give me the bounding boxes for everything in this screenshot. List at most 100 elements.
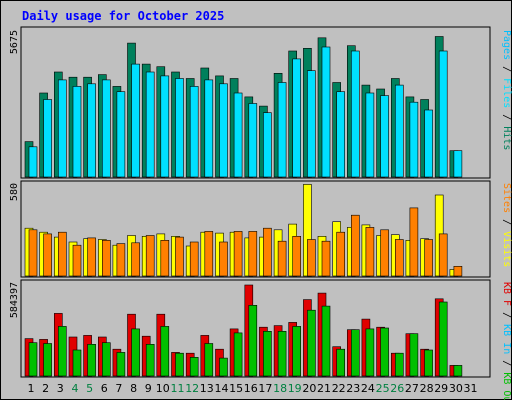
sites-bar <box>72 244 82 277</box>
kb-out-bar <box>350 329 360 377</box>
files-bar <box>116 91 126 178</box>
files-bar <box>409 101 419 178</box>
kb-out-bar <box>394 352 404 377</box>
sites-bar <box>394 239 404 277</box>
day-label: 15 <box>229 382 243 395</box>
files-bar <box>292 58 302 178</box>
sites-bar <box>380 229 389 277</box>
kb-out-bar <box>380 327 389 377</box>
sites-bar <box>145 235 155 277</box>
sites-bar <box>131 242 140 277</box>
legend-kb-out: KB F <box>501 282 512 306</box>
files-bar <box>57 79 67 178</box>
legend-hits: Pages <box>501 30 512 60</box>
day-label: 30 <box>449 382 463 395</box>
day-label: 13 <box>200 382 214 395</box>
bars-layer <box>24 36 463 377</box>
files-bar <box>87 83 96 178</box>
sites-bar <box>233 231 243 277</box>
day-label: 1 <box>28 382 35 395</box>
sites-bar <box>263 227 272 277</box>
kb-out-bar <box>116 352 126 377</box>
kb-out-bar <box>160 326 170 377</box>
day-label: 19 <box>288 382 302 395</box>
day-label: 29 <box>434 382 448 395</box>
hits-legend: Pages / Files / Hits <box>501 30 512 150</box>
sites-bar <box>87 237 96 277</box>
files-bar <box>365 92 375 178</box>
sites-bar <box>350 214 360 277</box>
sites-bar <box>248 231 258 277</box>
kb-out-bar <box>336 348 346 377</box>
sites-bar <box>424 239 433 277</box>
files-bar <box>160 75 170 178</box>
files-bar <box>175 78 184 178</box>
sites-bar <box>204 231 214 277</box>
kb-out-bar <box>145 343 155 377</box>
day-label: 25 <box>376 382 390 395</box>
kb-out-bar <box>424 349 433 377</box>
day-label: 8 <box>130 382 137 395</box>
files-bar <box>145 71 155 178</box>
sites-bar <box>277 240 287 277</box>
legend-pages: Hits <box>501 126 512 150</box>
day-label: 3 <box>57 382 64 395</box>
day-label: 16 <box>244 382 258 395</box>
day-label: 17 <box>258 382 272 395</box>
sites-bar <box>43 233 52 277</box>
kb-out-bar <box>175 352 184 377</box>
kb-out-bar <box>277 330 287 377</box>
files-bar <box>321 46 331 178</box>
legend-visits: Sites <box>501 183 512 213</box>
hits-max-label: 5675 <box>9 30 20 54</box>
sites-bar <box>292 236 302 277</box>
files-bar <box>307 70 316 178</box>
files-bar <box>350 50 360 178</box>
files-bar <box>72 86 82 178</box>
legend-files: Files <box>501 78 512 108</box>
sites-bar <box>453 265 463 277</box>
sites-bar <box>321 240 331 277</box>
files-bar <box>131 63 140 178</box>
files-bar <box>453 150 463 178</box>
kb-out-bar <box>204 343 214 377</box>
sites-bar <box>409 207 419 277</box>
files-bar <box>380 95 389 178</box>
kb-out-bar <box>233 332 243 377</box>
sites-bar <box>365 227 375 277</box>
day-label: 31 <box>464 382 478 395</box>
sites-bar <box>57 231 67 277</box>
files-bar <box>219 83 228 178</box>
visits-legend: Sites / Visits <box>501 183 512 267</box>
day-label: 21 <box>317 382 331 395</box>
day-label: 6 <box>101 382 108 395</box>
sites-bar <box>160 240 170 277</box>
day-label: 23 <box>346 382 360 395</box>
kb-out-bar <box>292 326 302 377</box>
day-label: 10 <box>156 382 170 395</box>
kbytes-legend: KB F / KB In / KB Out <box>501 282 512 400</box>
files-bar <box>233 92 243 178</box>
day-label: 9 <box>145 382 152 395</box>
files-bar <box>28 146 38 178</box>
kb-out-bar <box>365 328 375 377</box>
kb-out-bar <box>453 365 463 377</box>
files-bar <box>277 82 287 178</box>
files-bar <box>189 86 199 178</box>
files-bar <box>424 109 433 178</box>
files-bar <box>394 84 404 178</box>
kb-out-bar <box>131 328 140 377</box>
kb-out-bar <box>57 326 67 377</box>
chart-title: Daily usage for October 2025 <box>22 9 224 23</box>
files-bar <box>336 91 346 178</box>
kb-out-bar <box>409 333 419 377</box>
kb-out-bar <box>248 304 258 377</box>
sites-bar <box>219 241 228 277</box>
sites-bar <box>307 239 316 277</box>
kb-out-bar <box>219 357 228 377</box>
day-label: 18 <box>273 382 287 395</box>
files-bar <box>204 79 214 178</box>
kb-out-bar <box>102 342 111 377</box>
legend-kb-f: KB Out <box>501 372 512 400</box>
